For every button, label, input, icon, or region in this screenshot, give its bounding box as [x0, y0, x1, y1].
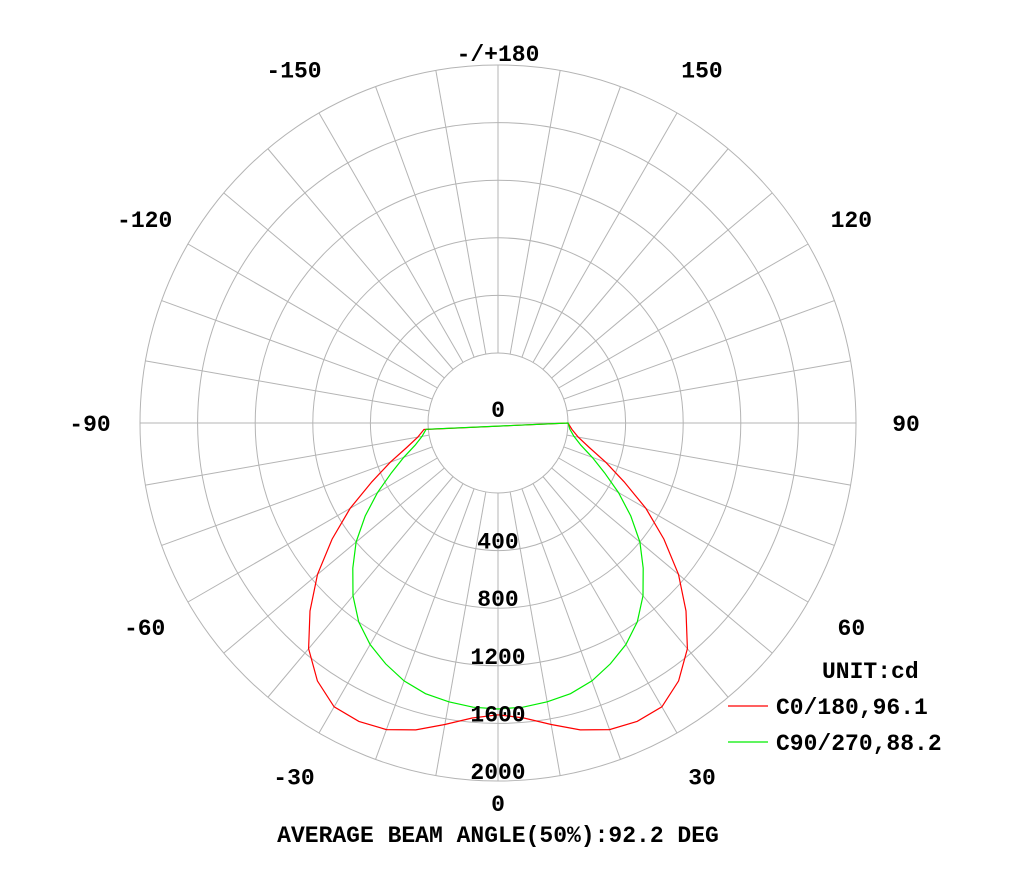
beam-angle-footer: AVERAGE BEAM ANGLE(50%):92.2 DEG [277, 823, 719, 849]
grid-spoke [318, 483, 464, 734]
grid-spoke [267, 476, 454, 698]
grid-spoke [542, 476, 729, 698]
angle-label: 60 [838, 616, 866, 642]
radial-tick-labels: 0 400 800 1200 1600 2000 [470, 398, 525, 786]
legend-entry: C0/180,96.1 [776, 695, 928, 721]
grid-spoke [551, 467, 773, 654]
angle-label: -30 [273, 765, 314, 791]
grid-spoke [542, 148, 729, 370]
grid-spoke [375, 488, 475, 760]
series-curve-c90-270 [352, 422, 644, 710]
radial-tick-label: 2000 [470, 760, 525, 786]
grid-spoke [187, 243, 438, 389]
grid-spoke [509, 491, 561, 776]
angle-label: -60 [124, 616, 165, 642]
grid-spoke [563, 446, 835, 546]
angle-labels: -/+180 -150 150 -120 120 -90 90 -60 60 -30 30 0 [69, 42, 920, 818]
grid-spoke [435, 491, 487, 776]
angle-label: 30 [688, 765, 716, 791]
legend: UNIT:cd C0/180,96.1 C90/270,88.2 [728, 659, 942, 757]
radial-tick-label: 1200 [470, 645, 525, 671]
grid-spoke [318, 112, 464, 363]
radial-tick-label: 1600 [470, 702, 525, 728]
angle-label: -150 [266, 59, 321, 85]
grid-spoke [566, 360, 851, 412]
grid-spoke [532, 112, 678, 363]
series-layer [307, 422, 689, 731]
grid-spoke [551, 192, 773, 379]
polar-grid [139, 64, 857, 782]
grid-spoke [435, 70, 487, 355]
radial-tick-label: 400 [477, 530, 518, 556]
grid-spoke [187, 457, 438, 603]
grid-spoke [558, 457, 809, 603]
radial-tick-label: 0 [491, 398, 505, 424]
grid-spoke [532, 483, 678, 734]
angle-label: -/+180 [457, 42, 540, 68]
angle-label: -90 [69, 412, 110, 438]
grid-spoke [145, 360, 430, 412]
grid-spoke [223, 467, 445, 654]
grid-spoke [145, 434, 430, 486]
angle-label: -120 [117, 208, 172, 234]
angle-label: 0 [491, 792, 505, 818]
grid-spoke [521, 488, 621, 760]
angle-label: 150 [681, 59, 722, 85]
angle-label: 120 [831, 208, 872, 234]
grid-spoke [509, 70, 561, 355]
grid-spoke [566, 434, 851, 486]
grid-spoke [563, 300, 835, 400]
grid-spoke [558, 243, 809, 389]
grid-spoke [375, 86, 475, 358]
legend-entry: C90/270,88.2 [776, 731, 942, 757]
radial-tick-label: 800 [477, 587, 518, 613]
angle-label: 90 [892, 412, 920, 438]
unit-label: UNIT:cd [822, 659, 919, 685]
grid-spoke [521, 86, 621, 358]
grid-spoke [161, 300, 433, 400]
grid-spoke [161, 446, 433, 546]
grid-spoke [223, 192, 445, 379]
grid-spoke [267, 148, 454, 370]
